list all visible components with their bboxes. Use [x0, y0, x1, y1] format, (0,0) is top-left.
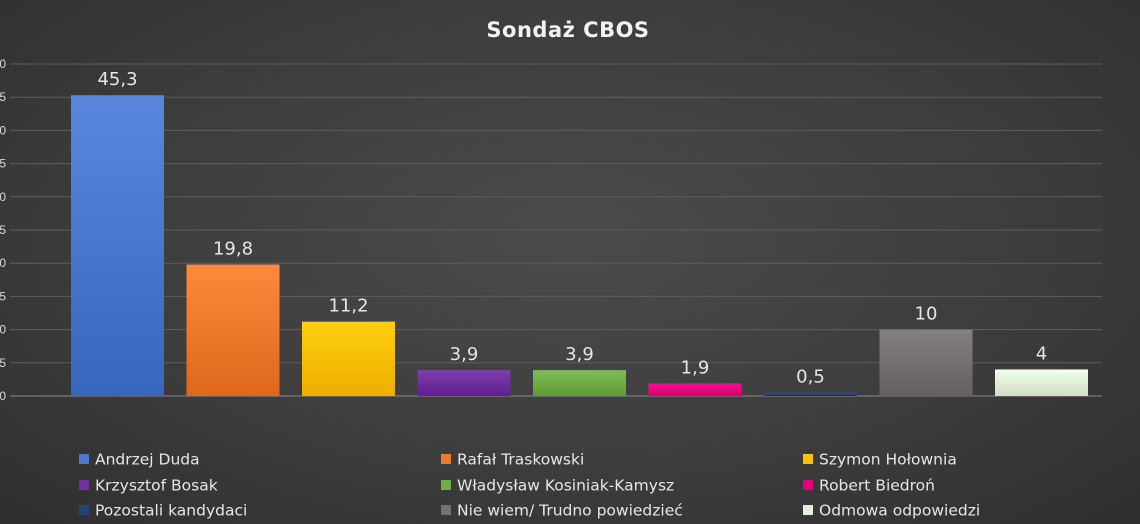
bar-6 [648, 383, 742, 396]
bar-2 [186, 264, 280, 396]
data-label: 11,2 [328, 296, 368, 317]
legend: Andrzej Duda Rafał Traskowski Szymon Hołow… [79, 451, 980, 520]
data-label: 3,9 [565, 344, 594, 365]
legend-item: Pozostali kandydaci [79, 502, 247, 520]
bar-3 [302, 321, 395, 396]
data-label: 45,3 [97, 69, 137, 90]
legend-swatch [803, 454, 813, 464]
y-tick-label: 25 [0, 223, 6, 237]
y-tick-label: 40 [0, 123, 6, 137]
y-axis-tick-labels: 0 5 10 15 20 25 30 35 40 45 50 [0, 57, 6, 403]
data-label: 10 [915, 304, 938, 325]
legend-item: Andrzej Duda [79, 451, 200, 469]
legend-item: Nie wiem/ Trudno powiedzieć [441, 502, 683, 520]
legend-swatch [79, 480, 89, 490]
y-tick-label: 0 [0, 389, 6, 403]
legend-item: Rafał Traskowski [441, 451, 584, 469]
data-label: 19,8 [213, 239, 253, 260]
y-tick-label: 45 [0, 90, 6, 104]
legend-swatch [441, 454, 451, 464]
data-label: 0,5 [796, 367, 825, 388]
legend-item: Krzysztof Bosak [79, 477, 218, 495]
legend-item: Szymon Hołownia [803, 451, 957, 469]
data-label: 3,9 [450, 344, 479, 365]
data-label: 4 [1036, 343, 1047, 364]
data-label: 1,9 [681, 357, 710, 378]
chart-title: Sondaż CBOS [486, 18, 649, 42]
legend-swatch [441, 480, 451, 490]
bar-4 [417, 370, 511, 396]
legend-label: Władysław Kosiniak-Kamysz [457, 477, 674, 495]
y-tick-label: 30 [0, 190, 6, 204]
bars [71, 95, 1088, 396]
legend-swatch [803, 505, 813, 515]
y-tick-label: 15 [0, 289, 6, 303]
data-labels: 45,3 19,8 11,2 3,9 3,9 1,9 0,5 10 4 [97, 69, 1047, 387]
legend-label: Pozostali kandydaci [95, 502, 247, 520]
legend-label: Szymon Hołownia [819, 451, 957, 469]
y-tick-label: 10 [0, 323, 6, 337]
legend-item: Władysław Kosiniak-Kamysz [441, 477, 674, 495]
legend-label: Robert Biedroń [819, 477, 935, 495]
bar-7 [764, 392, 857, 396]
legend-swatch [803, 480, 813, 490]
legend-label: Nie wiem/ Trudno powiedzieć [457, 502, 683, 520]
legend-label: Rafał Traskowski [457, 451, 584, 469]
bar-8 [879, 329, 973, 396]
legend-swatch [441, 505, 451, 515]
legend-item: Odmowa odpowiedzi [803, 502, 980, 520]
bar-9 [995, 369, 1088, 396]
legend-label: Odmowa odpowiedzi [819, 502, 980, 520]
bar-1 [71, 95, 164, 396]
legend-label: Krzysztof Bosak [95, 477, 218, 495]
y-tick-label: 20 [0, 256, 6, 270]
bar-5 [533, 370, 626, 396]
y-tick-label: 5 [0, 356, 6, 370]
legend-swatch [79, 505, 89, 515]
legend-label: Andrzej Duda [95, 451, 200, 469]
legend-item: Robert Biedroń [803, 477, 935, 495]
y-tick-label: 50 [0, 57, 6, 71]
y-tick-label: 35 [0, 157, 6, 171]
legend-swatch [79, 454, 89, 464]
